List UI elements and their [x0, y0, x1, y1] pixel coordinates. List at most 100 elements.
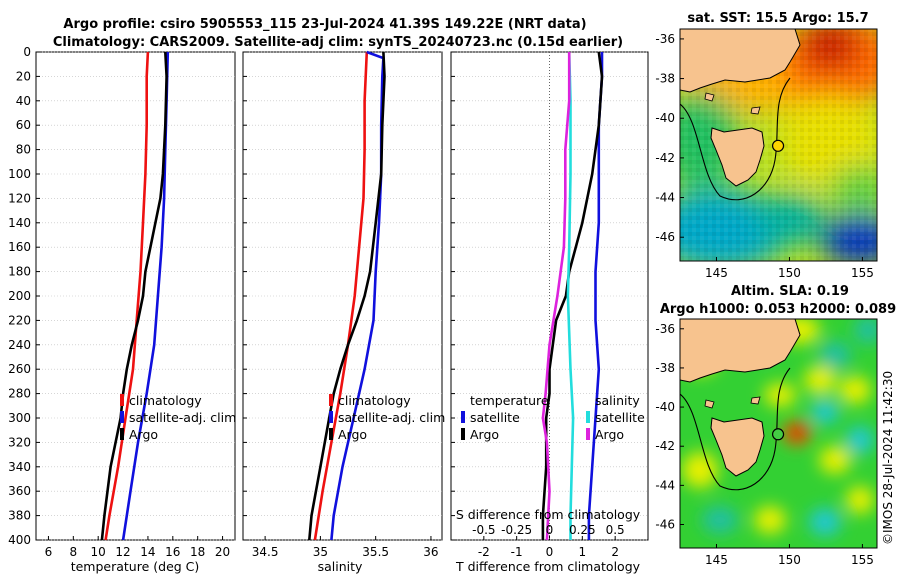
temperature-legend: climatology satellite-adj. clim Argo	[120, 393, 236, 442]
map-lat-tick-label: -46	[655, 230, 675, 244]
temperature-xlabel: temperature (deg C)	[71, 559, 200, 574]
x-tick-label: 34.5	[252, 545, 279, 559]
map-lat-tick-label: -40	[655, 111, 675, 125]
legend-swatch-satellite	[120, 411, 124, 423]
x-tick-label: 12	[115, 545, 130, 559]
depth-tick-label: 160	[8, 240, 31, 254]
sla-map-title-line1: Altim. SLA: 0.19	[731, 284, 849, 299]
legend-swatch-argo	[329, 428, 333, 440]
s-difference-tick-labels: -0.5 -0.25 0 0.25 0.5	[472, 523, 625, 537]
sst-flinders-island	[750, 106, 761, 115]
series-line-salinity-satellite	[566, 51, 575, 540]
sla-map-tick-labels: 145 150 155 -36 -38 -40 -42 -44 -46	[655, 322, 873, 567]
depth-tick-label: 340	[8, 460, 31, 474]
depth-tick-label: 220	[8, 313, 31, 327]
x-tick-label: 20	[215, 545, 230, 559]
sla-argo-location-marker	[771, 428, 785, 441]
map-lat-tick-label: -46	[655, 518, 675, 532]
map-lon-tick-label: 155	[851, 266, 874, 280]
map-lon-tick-label: 145	[705, 266, 728, 280]
figure-title-line2: Climatology: CARS2009. Satellite-adj cli…	[53, 35, 623, 50]
depth-tick-labels: 0 20 40 60 80 100 120 140 160 180 200 220 240 260 280 3…	[8, 45, 31, 547]
legend-title-temperature: temperature	[470, 393, 549, 408]
x-tick-label: 36	[423, 545, 438, 559]
sla-map-frame	[679, 318, 878, 549]
legend-swatch-climatology	[329, 394, 333, 406]
depth-tick-label: 300	[8, 411, 31, 425]
depth-tick-label: 120	[8, 191, 31, 205]
sla-king-island	[704, 399, 715, 409]
legend-swatch-argo	[120, 428, 124, 440]
depth-tick-label: 240	[8, 338, 31, 352]
legend-swatch-climatology	[120, 394, 124, 406]
sla-flinders-island	[750, 396, 761, 405]
map-lon-tick-label: 145	[705, 553, 728, 567]
map-lat-tick-label: -42	[655, 439, 675, 453]
legend-swatch-t-satellite	[461, 411, 465, 423]
sla-shelf-contour	[680, 367, 791, 491]
sla-map-title-line2: Argo h1000: 0.053 h2000: 0.089	[660, 302, 896, 317]
map-lon-tick-label: 150	[778, 553, 801, 567]
legend-label-climatology: climatology	[338, 393, 411, 408]
legend-label-s-satellite: satellite	[595, 410, 645, 425]
depth-tick-label: 40	[16, 94, 31, 108]
legend-swatch-s-satellite	[586, 411, 590, 423]
depth-tick-label: 380	[8, 509, 31, 523]
sst-map-tick-labels: 145 150 155 -36 -38 -40 -42 -44 -46	[655, 32, 873, 280]
map-lat-tick-label: -36	[655, 322, 675, 336]
salinity-tick-labels: 34.5 35 35.5 36	[252, 545, 439, 559]
legend-swatch-s-argo	[586, 428, 590, 440]
map-lat-tick-label: -44	[655, 191, 675, 205]
map-lon-tick-label: 150	[778, 266, 801, 280]
x-tick-label: 35.5	[362, 545, 389, 559]
map-lat-tick-label: -38	[655, 72, 675, 86]
s-tick-label: -0.5	[472, 523, 495, 537]
depth-tick-label: 280	[8, 387, 31, 401]
s-tick-label: -0.25	[501, 523, 532, 537]
legend-label-satellite: satellite-adj. clim	[129, 410, 236, 425]
sla-mainland	[680, 319, 801, 383]
x-tick-label: 35	[313, 545, 328, 559]
legend-label-t-satellite: satellite	[470, 410, 520, 425]
depth-tick-label: 80	[16, 143, 31, 157]
x-tick-label: 16	[165, 545, 180, 559]
s-tick-label: 0	[546, 523, 554, 537]
series-line-satellite-adj-clim	[330, 50, 385, 541]
legend-label-satellite: satellite-adj. clim	[338, 410, 445, 425]
series-line-climatology	[104, 51, 150, 541]
salinity-legend: climatology satellite-adj. clim Argo	[329, 393, 445, 442]
x-tick-label: 0	[546, 545, 554, 559]
x-tick-label: 10	[91, 545, 106, 559]
t-difference-xlabel: T difference from climatology	[455, 559, 641, 574]
legend-label-climatology: climatology	[129, 393, 202, 408]
x-tick-label: -1	[511, 545, 523, 559]
depth-tick-label: 140	[8, 216, 31, 230]
temperature-series	[100, 51, 170, 541]
depth-tick-label: 60	[16, 118, 31, 132]
difference-grid	[451, 51, 648, 541]
map-lon-tick-label: 155	[851, 553, 874, 567]
difference-panel: -2 -1 0 1 2 T difference from climatology S …	[450, 51, 649, 574]
imos-timestamp: ©IMOS 28-Jul-2024 11:42:30	[881, 371, 895, 545]
map-lat-tick-label: -44	[655, 478, 675, 492]
x-tick-label: -2	[478, 545, 490, 559]
x-tick-label: 2	[611, 545, 619, 559]
s-tick-label: 0.5	[606, 523, 625, 537]
sst-map: 145 150 155 -36 -38 -40 -42 -44 -46	[655, 28, 878, 280]
series-line-argo	[308, 51, 386, 541]
legend-label-s-argo: Argo	[595, 427, 624, 442]
temperature-panel: 0 20 40 60 80 100 120 140 160 180 200 220 240 260 280 3…	[8, 45, 236, 574]
legend-label-t-argo: Argo	[470, 427, 499, 442]
depth-tick-label: 320	[8, 435, 31, 449]
legend-swatch-satellite	[329, 411, 333, 423]
s-difference-label: S difference from climatology	[456, 507, 641, 522]
salinity-grid	[243, 51, 442, 541]
depth-tick-label: 0	[23, 45, 31, 59]
legend-label-argo: Argo	[129, 427, 158, 442]
difference-legend: temperature satellite Argo salinity sate…	[461, 393, 645, 442]
sst-argo-location-marker	[771, 139, 785, 152]
legend-title-salinity: salinity	[595, 393, 640, 408]
depth-tick-label: 100	[8, 167, 31, 181]
series-line-climatology	[313, 51, 369, 541]
